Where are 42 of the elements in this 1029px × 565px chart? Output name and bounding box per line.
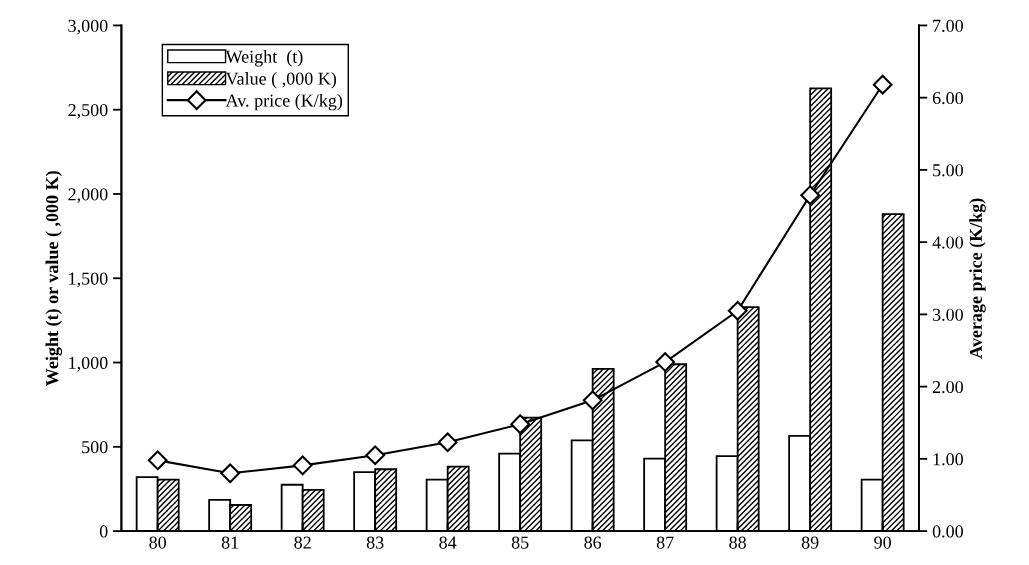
- x-tick-label: 80: [149, 536, 167, 549]
- y2-tick-label: 2.00: [932, 380, 963, 394]
- y-tick-label: 1,000: [69, 356, 108, 372]
- y2-tick-label: 3.00: [932, 308, 963, 321]
- point: [655, 352, 676, 372]
- point: [727, 300, 748, 321]
- x-tick-label: 89: [801, 536, 819, 549]
- point: [220, 463, 241, 484]
- y-tick-label: 0: [99, 525, 108, 538]
- y-tick-label: 1,500: [69, 272, 108, 288]
- point: [800, 185, 821, 206]
- x-tick-label: 81: [221, 536, 239, 549]
- x-tick-label: 84: [439, 536, 457, 549]
- legend-label: Av. price (K/kg): [225, 93, 343, 111]
- point: [872, 74, 893, 95]
- y-tick-label: 2,500: [68, 103, 108, 119]
- x-tick-label: 83: [366, 536, 384, 549]
- point: [292, 455, 313, 476]
- point: [437, 432, 458, 453]
- y-tick-label: 3,000: [68, 19, 108, 35]
- x-tick-label: 85: [511, 536, 529, 549]
- y-tick-label: 500: [82, 441, 108, 454]
- y2-tick-label: 6.00: [932, 91, 963, 105]
- point: [147, 450, 168, 471]
- y2-axis-title: Average price (K/kg): [969, 198, 986, 359]
- x-tick-label: 82: [294, 536, 311, 549]
- y2-tick-label: 5.00: [933, 164, 963, 177]
- point: [582, 390, 603, 411]
- x-tick-label: 88: [729, 536, 746, 549]
- y-tick-label: 2,000: [68, 188, 108, 204]
- x-tick-label: 87: [656, 536, 674, 549]
- x-tick-label: 86: [584, 536, 602, 549]
- legend-label: Value ( ,000 K): [225, 72, 337, 89]
- y2-tick-label: 7.00: [933, 19, 963, 32]
- legend-label: Weight (t): [225, 50, 303, 67]
- y-axis-title: Weight (t) or value ( ,000 K): [45, 171, 63, 386]
- point: [510, 414, 531, 435]
- point: [365, 445, 386, 466]
- x-tick-label: 90: [874, 536, 891, 549]
- y2-tick-label: 0.00: [932, 525, 963, 538]
- y2-tick-label: 4.00: [932, 236, 963, 249]
- y2-tick-label: 1.00: [933, 453, 963, 466]
